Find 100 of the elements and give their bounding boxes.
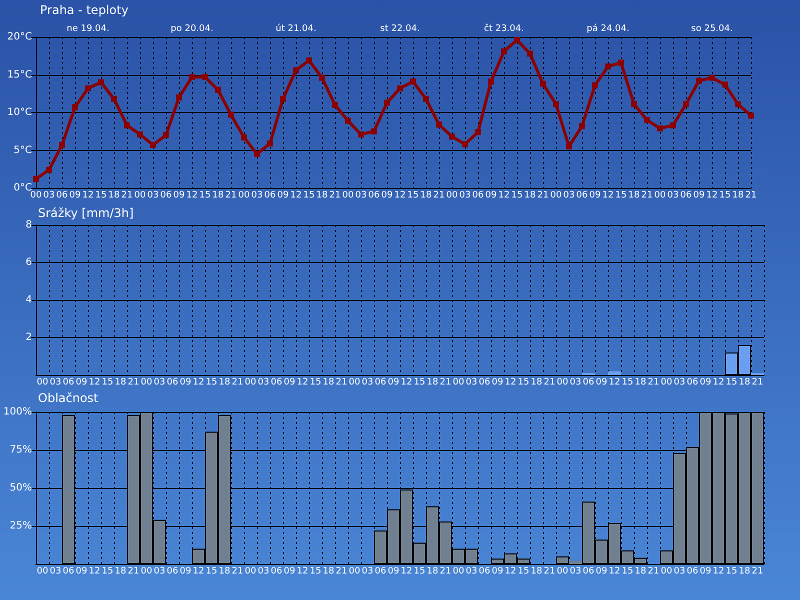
y-tick-label: 20°C — [7, 32, 32, 42]
point — [163, 132, 169, 138]
chart-title: Srážky [mm/3h] — [38, 206, 134, 220]
x-tick-label: 15 — [102, 566, 114, 576]
x-tick-label: 18 — [108, 190, 120, 200]
x-tick-label: 06 — [368, 190, 380, 200]
x-tick-label: 12 — [88, 378, 100, 388]
x-tick-label: 06 — [582, 566, 594, 576]
x-tick-label: 12 — [504, 378, 516, 388]
x-tick-label: 18 — [426, 378, 438, 388]
point — [228, 112, 234, 118]
x-tick-label: 09 — [76, 566, 88, 576]
text: st 22.04. — [380, 24, 420, 34]
x-tick-label: 12 — [504, 566, 516, 576]
y-tick-label: 0°C — [14, 182, 32, 194]
x-tick-label: 00 — [36, 566, 48, 576]
x-tick-label: 00 — [244, 566, 256, 576]
point — [124, 122, 130, 128]
point — [410, 78, 416, 85]
x-tick-label: 03 — [362, 378, 374, 388]
x-tick-label: 15 — [199, 190, 211, 200]
point — [722, 82, 728, 88]
x-tick-label: 06 — [166, 378, 178, 388]
x-tick-label: 09 — [492, 566, 504, 576]
x-tick-label: 09 — [76, 378, 88, 388]
x-tick-label: 03 — [466, 378, 478, 388]
point — [540, 80, 546, 87]
x-tick-label: 00 — [36, 378, 48, 388]
x-tick-label: 21 — [641, 190, 653, 200]
x-tick-label: 06 — [576, 190, 588, 200]
x-tick-label: 06 — [270, 378, 282, 388]
point — [137, 131, 143, 138]
x-tick-label: 00 — [342, 190, 354, 200]
x-tick-label: 18 — [530, 566, 542, 576]
point — [358, 131, 364, 138]
x-tick-label: 21 — [121, 190, 133, 200]
x-tick-label: 18 — [322, 378, 334, 388]
x-tick-label: 18 — [530, 378, 542, 388]
x-tick-label: 18 — [114, 566, 126, 576]
x-tick-label: 06 — [264, 190, 276, 200]
x-tick-label: 03 — [667, 190, 679, 200]
x-tick-label: 21 — [440, 566, 452, 576]
x-tick-label: 12 — [712, 566, 724, 576]
x-tick-label: 12 — [706, 190, 718, 200]
x-tick-label: 00 — [556, 378, 568, 388]
x-tick-label: 09 — [589, 190, 601, 200]
x-tick-label: 15 — [206, 378, 218, 388]
x-tick-label: 18 — [316, 190, 328, 200]
point — [735, 101, 741, 108]
point — [553, 101, 559, 108]
point — [306, 57, 312, 64]
point — [397, 85, 403, 92]
x-tick-label: 09 — [173, 190, 185, 200]
x-tick-label: 00 — [452, 378, 464, 388]
x-tick-label: 15 — [719, 190, 731, 200]
x-tick-label: 15 — [414, 566, 426, 576]
point — [254, 151, 260, 158]
x-tick-label: 00 — [140, 378, 152, 388]
x-tick-label: 21 — [329, 190, 341, 200]
x-tick-label: 21 — [537, 190, 549, 200]
x-tick-label: 12 — [608, 566, 620, 576]
x-tick-label: 06 — [686, 566, 698, 576]
x-tick-label: 12 — [400, 566, 412, 576]
x-tick-label: 15 — [726, 566, 738, 576]
x-tick-label: 15 — [95, 190, 107, 200]
point — [514, 37, 520, 44]
x-tick-label: 09 — [596, 566, 608, 576]
x-tick-label: 03 — [674, 378, 686, 388]
x-tick-label: 06 — [478, 378, 490, 388]
point — [59, 142, 65, 148]
x-tick-label: 18 — [628, 190, 640, 200]
x-tick-label: 03 — [50, 566, 62, 576]
x-tick-label: 06 — [582, 378, 594, 388]
x-tick-label: 12 — [290, 190, 302, 200]
x-tick-label: 21 — [336, 566, 348, 576]
x-tick-label: 15 — [303, 190, 315, 200]
x-tick-label: 09 — [180, 566, 192, 576]
text: pá 24.04. — [586, 23, 630, 34]
x-tick-label: 06 — [166, 566, 178, 576]
x-tick-label: 12 — [186, 190, 198, 200]
x-tick-label: 03 — [362, 566, 374, 576]
point — [605, 63, 611, 70]
point — [475, 129, 481, 136]
x-tick-label: 12 — [602, 190, 614, 200]
x-tick-label: 00 — [244, 378, 256, 388]
x-tick-label: 09 — [180, 378, 192, 388]
x-tick-label: 06 — [62, 378, 74, 388]
x-tick-label: 06 — [680, 190, 692, 200]
x-tick-label: 03 — [43, 190, 55, 200]
x-tick-label: 21 — [336, 378, 348, 388]
x-tick-label: 12 — [296, 378, 308, 388]
text: čt 23.04. — [484, 23, 524, 34]
x-tick-label: 00 — [660, 566, 672, 576]
x-tick-label: 21 — [544, 378, 556, 388]
x-tick-label: 18 — [524, 190, 536, 200]
x-tick-label: 21 — [648, 378, 660, 388]
x-tick-label: 21 — [544, 566, 556, 576]
point — [267, 140, 273, 146]
point — [709, 74, 715, 81]
x-tick-label: 21 — [225, 190, 237, 200]
